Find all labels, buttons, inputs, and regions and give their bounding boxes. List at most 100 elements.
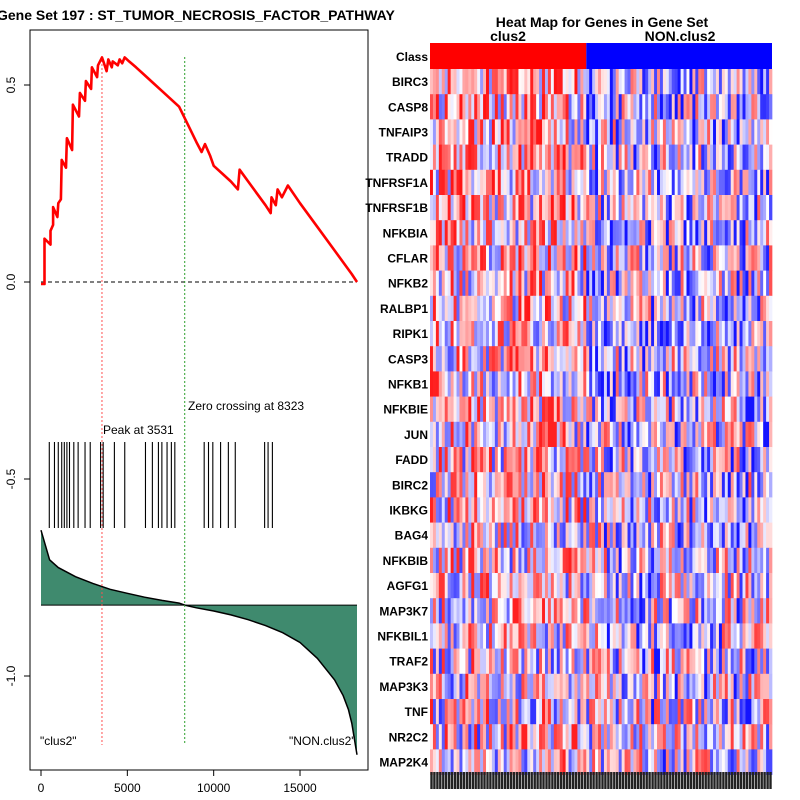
heat-cell [556,547,561,574]
heat-cell [665,598,670,624]
heat-cell [444,69,449,95]
heat-cell [512,220,516,246]
sample-label-mark [601,772,604,789]
heat-cell [462,598,466,624]
heat-cell [601,749,605,775]
heat-cell [450,497,454,523]
heat-cell [539,648,543,675]
heat-cell [718,724,723,750]
heat-cell [757,472,761,498]
heat-cell [686,119,690,145]
sample-label-mark [580,772,583,789]
heat-cell [730,94,735,120]
heat-cell [497,648,502,675]
heat-cell [609,295,614,322]
heat-cell [648,673,652,700]
heat-cell [556,94,561,120]
heat-cell [739,295,743,322]
heat-cell [686,573,690,599]
heat-cell [580,497,584,523]
heat-cell [542,648,546,675]
heat-cell [550,699,555,725]
heat-cell [710,648,714,675]
heat-cell [471,220,475,246]
heat-cell [633,749,637,775]
heat-cell [459,220,463,246]
heat-cell [751,421,755,448]
heat-cell [651,673,655,700]
heat-cell [677,321,681,347]
heat-cell [550,421,555,448]
heat-cell [544,195,549,221]
heat-cell [592,522,596,549]
heat-cell [606,396,611,423]
heat-cell [677,295,681,322]
sample-label-mark [586,772,589,789]
sample-label-mark [621,772,625,789]
class-row-label: Class [396,50,428,64]
heat-cell [589,144,593,171]
heat-cell [730,346,735,372]
heat-cell [715,623,720,649]
heat-cell [692,447,696,473]
heat-cell [465,245,469,271]
heat-cell [674,69,679,95]
heat-cell [677,447,681,473]
heat-cell [657,421,661,448]
heat-cell [639,144,643,171]
heat-cell [769,648,773,675]
heat-cell [598,396,602,423]
ranked-metric-area [40,529,358,755]
heat-cell [724,421,729,448]
heat-cell [757,396,761,423]
heat-cell [432,245,437,271]
heat-cell [592,699,596,725]
heat-cell [468,220,472,246]
heat-cell [651,648,655,675]
heat-cell [769,295,773,322]
sample-label-mark [571,772,575,789]
x-tick-label-2: 10000 [197,781,231,795]
heat-cell [642,472,646,498]
heat-cell [689,195,693,221]
heat-cell [580,195,584,221]
heat-cell [612,749,617,775]
heat-cell [618,472,622,498]
heat-cell [553,648,558,675]
heat-cell [503,396,508,423]
heat-cell [601,673,605,700]
heat-cell [500,144,505,171]
heat-cell [450,623,454,649]
heat-cell [444,321,449,347]
heat-cell [665,749,670,775]
heat-cell [754,295,758,322]
heat-cell [497,573,502,599]
heat-cell [718,749,723,775]
heat-cell [769,169,773,196]
heat-cell [568,522,572,549]
x-tick-label-3: 15000 [283,781,317,795]
heat-cell [704,648,708,675]
heat-cell [689,673,693,700]
guide-lines [41,57,357,745]
heat-cell [471,169,475,196]
heat-cell [624,119,628,145]
heat-cell [515,245,519,271]
heat-cell [506,447,510,473]
heat-cell [500,749,505,775]
heat-cell [521,648,525,675]
heat-cell [692,69,696,95]
heat-cell [494,119,499,145]
heat-cell [447,144,451,171]
heat-cell [683,598,687,624]
heat-cell [509,623,513,649]
heat-cell [633,673,637,700]
heat-cell [441,169,446,196]
heat-cell [665,295,670,322]
heat-cell [506,346,510,372]
heat-cell [447,94,451,120]
heat-cell [733,396,737,423]
heat-cell [627,371,631,397]
heat-cell [748,69,752,95]
heat-cell [742,396,746,423]
